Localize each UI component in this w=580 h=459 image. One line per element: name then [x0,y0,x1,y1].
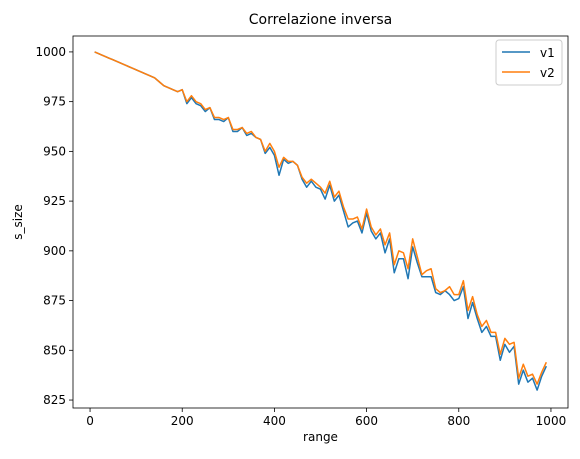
series-line-v1 [94,51,548,391]
y-tick-label: 825 [43,393,66,407]
y-tick-label: 975 [43,95,66,109]
x-tick-label: 400 [263,414,286,428]
legend: v1 v2 [495,39,563,86]
legend-label-v2: v2 [540,66,555,80]
y-tick-label: 950 [43,144,66,158]
y-tick-label: 925 [43,194,66,208]
x-axis-label: range [303,430,338,444]
x-tick-label: 800 [447,414,470,428]
y-tick-label: 850 [43,343,66,357]
y-tick-label: 875 [43,294,66,308]
x-tick-label: 1000 [536,414,567,428]
x-axis: 0 200 400 600 800 1000 [86,408,566,428]
x-tick-label: 0 [86,414,94,428]
chart-title: Correlazione inversa [249,12,392,28]
y-axis: 825 850 875 900 925 950 975 1000 [35,45,73,407]
series-line-v2 [94,51,548,385]
x-tick-label: 600 [355,414,378,428]
y-axis-label: s_size [11,204,25,240]
x-tick-label: 200 [171,414,194,428]
series-layer [94,51,548,391]
y-tick-label: 900 [43,244,66,258]
legend-label-v1: v1 [540,46,555,60]
y-tick-label: 1000 [35,45,66,59]
plot-frame [72,35,569,409]
